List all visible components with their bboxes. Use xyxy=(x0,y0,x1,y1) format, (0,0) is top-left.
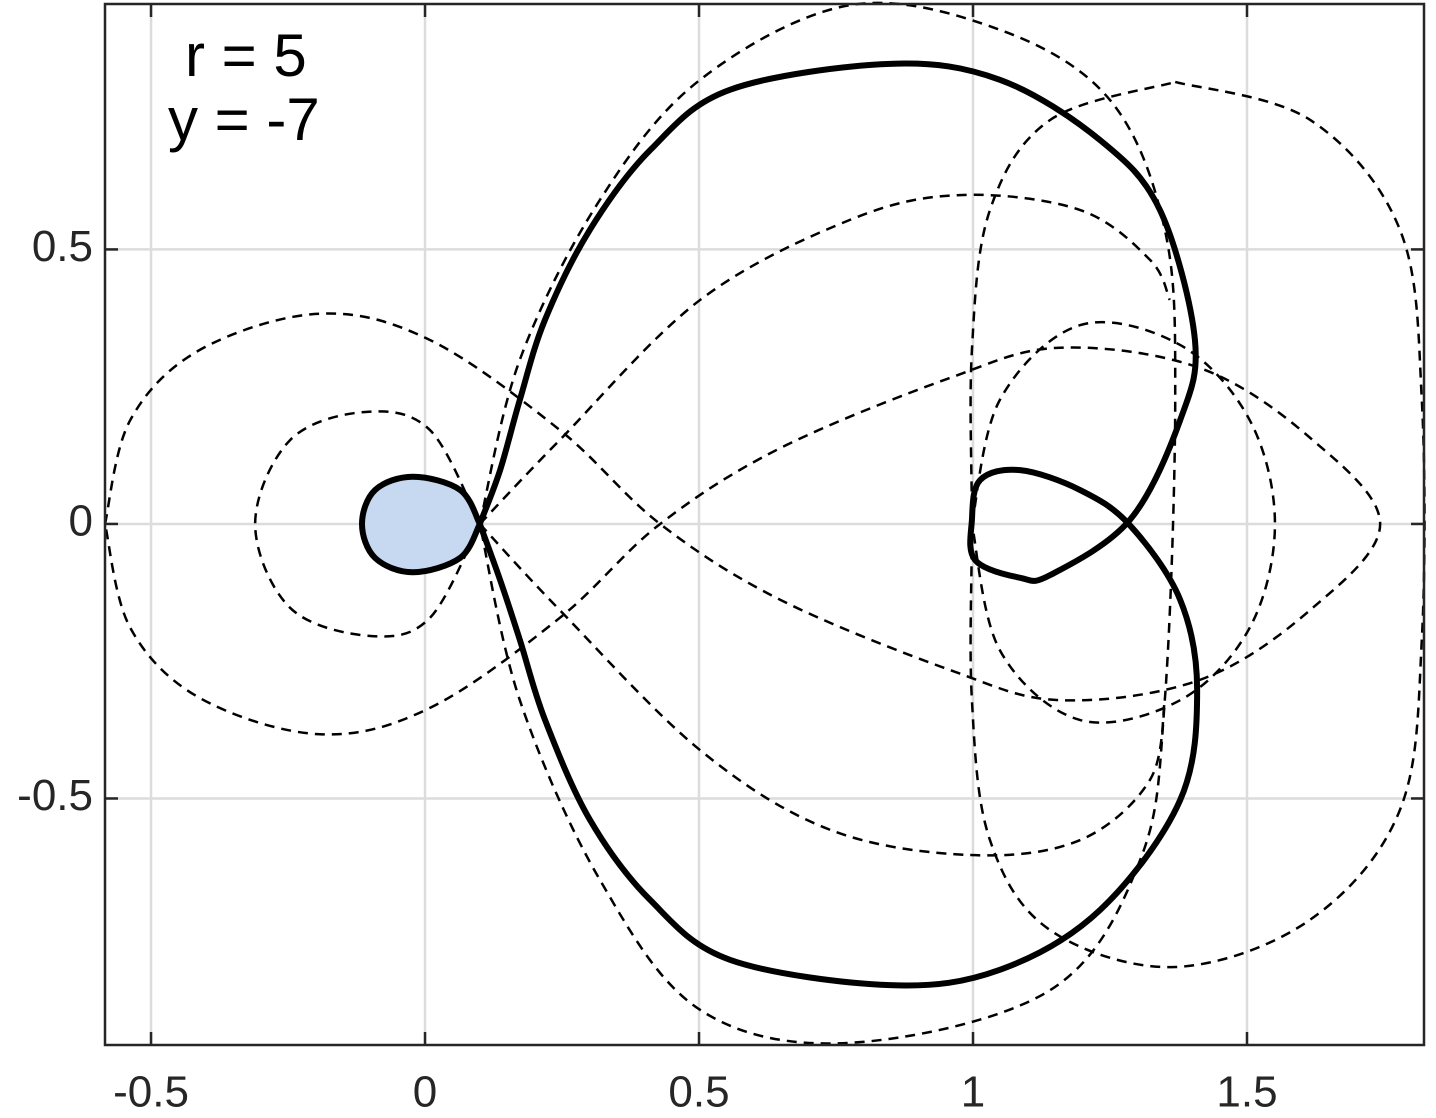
y-tick-label: 0 xyxy=(69,497,93,546)
annotation: y = -7 xyxy=(168,86,320,153)
dashed-curve xyxy=(970,321,1277,724)
x-tick-label: 0.5 xyxy=(668,1068,729,1117)
y-tick-label: -0.5 xyxy=(17,771,93,820)
y-tick-label: 0.5 xyxy=(32,222,93,271)
curves xyxy=(103,1,1426,1045)
dashed-curve xyxy=(253,410,481,638)
ticks: -0.5 0 0.5 1 1.5 -0.5 0 0.5 xyxy=(17,4,1424,1117)
dashed-curve xyxy=(478,193,1171,857)
x-tick-label: 1 xyxy=(961,1068,985,1117)
x-tick-label: 0 xyxy=(413,1068,437,1117)
dashed-curve xyxy=(103,312,1382,736)
x-tick-label: 1.5 xyxy=(1216,1068,1277,1117)
solid-curve xyxy=(477,60,1201,989)
annotation: r = 5 xyxy=(185,22,307,89)
dashed-curve xyxy=(969,80,1426,969)
x-tick-label: -0.5 xyxy=(113,1068,189,1117)
dashed-curve xyxy=(478,1,1177,1045)
solid-curve xyxy=(359,473,483,576)
